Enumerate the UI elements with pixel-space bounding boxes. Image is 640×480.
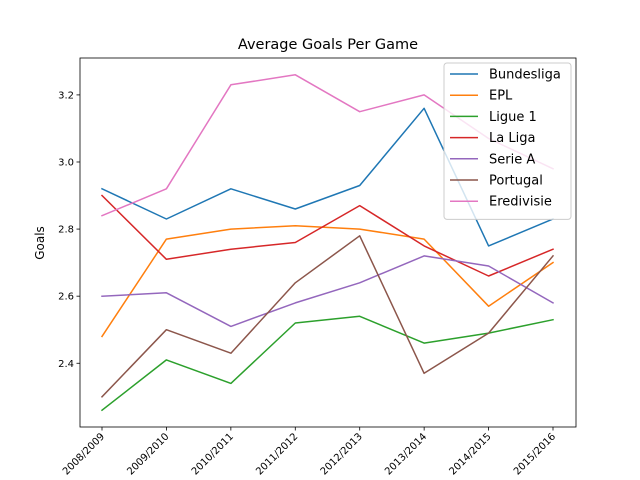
series-line-bundesliga — [101, 107, 554, 247]
legend-label: EPL — [489, 89, 513, 104]
legend-label: Bundesliga — [489, 68, 561, 83]
legend: Bundesliga EPL Ligue 1 La Liga Serie A Portug… — [443, 62, 572, 220]
x-tick-label: 2013/2014 — [383, 431, 429, 477]
y-tick-label: 3.2 — [58, 90, 74, 101]
legend-label: Portugal — [489, 174, 543, 189]
legend-label: Eredivisie — [489, 195, 552, 210]
y-tick-label: 2.4 — [58, 359, 74, 370]
series-line-ligue-1 — [100, 315, 554, 412]
y-axis-label: Goals — [33, 226, 47, 260]
series-line-epl — [100, 224, 555, 338]
x-tick-label: 2009/2010 — [125, 431, 171, 477]
legend-label: Serie A — [489, 152, 535, 167]
x-tick-label: 2014/2015 — [448, 431, 494, 477]
y-tick-label: 3.0 — [58, 157, 74, 168]
series-line-serie-a — [101, 255, 555, 328]
x-tick-label: 2015/2016 — [512, 431, 558, 477]
x-tick-label: 2008/2009 — [61, 431, 107, 477]
x-tick-label: 2011/2012 — [254, 431, 300, 477]
series-line-portugal — [100, 235, 555, 398]
series-line-la-liga — [100, 194, 554, 277]
x-axis: 2008/2009 2009/2010 2010/2011 2011/2012 2012… — [61, 427, 558, 478]
y-tick-label: 2.6 — [58, 292, 74, 303]
x-tick-label: 2010/2011 — [190, 431, 236, 477]
legend-label: La Liga — [489, 131, 535, 146]
y-tick-label: 2.8 — [58, 225, 74, 236]
series-lines — [100, 74, 555, 412]
x-tick-label: 2012/2013 — [319, 431, 365, 477]
legend-label: Ligue 1 — [489, 110, 537, 125]
plot-area-frame — [79, 57, 577, 428]
y-axis: 2.4 2.6 2.8 3.0 3.2 — [58, 90, 80, 370]
chart-title: Average Goals Per Game — [238, 37, 418, 53]
